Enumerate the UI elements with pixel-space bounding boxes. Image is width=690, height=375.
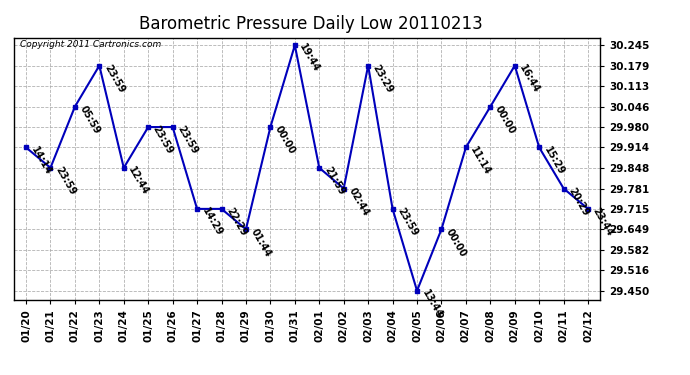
Text: 14:29: 14:29 <box>200 206 224 238</box>
Text: 12:44: 12:44 <box>126 165 150 197</box>
Text: 00:00: 00:00 <box>444 226 469 258</box>
Text: Barometric Pressure Daily Low 20110213: Barometric Pressure Daily Low 20110213 <box>139 15 482 33</box>
Text: 02:44: 02:44 <box>346 186 371 218</box>
Text: 23:59: 23:59 <box>151 124 175 156</box>
Text: 13:44: 13:44 <box>420 288 444 320</box>
Text: 23:59: 23:59 <box>53 165 77 197</box>
Text: 01:44: 01:44 <box>248 226 273 258</box>
Text: Copyright 2011 Cartronics.com: Copyright 2011 Cartronics.com <box>19 40 161 49</box>
Text: 20:29: 20:29 <box>566 186 591 218</box>
Text: 21:59: 21:59 <box>322 165 346 197</box>
Text: 05:59: 05:59 <box>78 104 102 136</box>
Text: 23:59: 23:59 <box>395 206 420 238</box>
Text: 11:14: 11:14 <box>469 145 493 177</box>
Text: 19:44: 19:44 <box>297 42 322 74</box>
Text: 23:44: 23:44 <box>591 206 615 238</box>
Text: 14:14: 14:14 <box>29 145 53 177</box>
Text: 23:59: 23:59 <box>102 63 126 94</box>
Text: 16:44: 16:44 <box>518 63 542 94</box>
Text: 00:00: 00:00 <box>273 124 297 156</box>
Text: 23:29: 23:29 <box>371 63 395 94</box>
Text: 23:59: 23:59 <box>175 124 199 156</box>
Text: 22:29: 22:29 <box>224 206 248 238</box>
Text: 00:00: 00:00 <box>493 104 518 136</box>
Text: 15:29: 15:29 <box>542 145 566 177</box>
